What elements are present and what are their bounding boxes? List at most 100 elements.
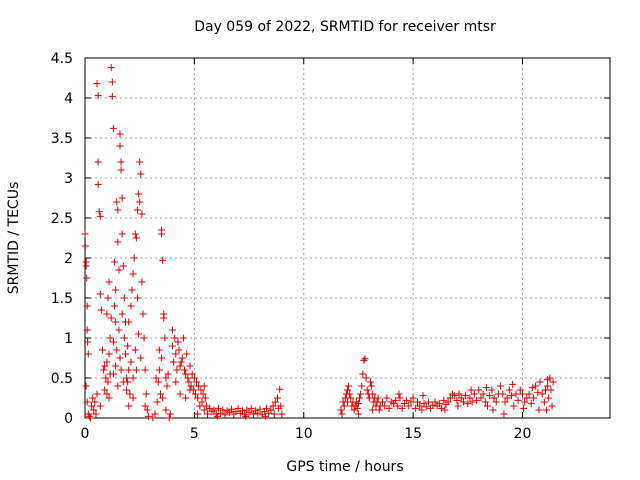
data-point	[113, 198, 121, 206]
data-point	[503, 394, 511, 402]
data-point	[488, 386, 496, 394]
data-point	[177, 358, 185, 366]
data-point	[172, 378, 180, 386]
data-point	[163, 382, 171, 390]
data-point	[276, 385, 284, 393]
data-point	[129, 374, 137, 382]
data-point	[155, 346, 163, 354]
data-point	[424, 398, 432, 406]
data-point	[519, 390, 526, 398]
data-point	[161, 334, 169, 342]
data-point	[337, 406, 345, 414]
data-point	[505, 386, 513, 394]
data-point	[200, 406, 208, 414]
data-point	[422, 403, 430, 411]
data-point	[499, 390, 507, 398]
data-point	[398, 404, 406, 412]
data-point	[179, 334, 187, 342]
data-point	[120, 294, 128, 302]
x-tick-label: 0	[81, 426, 90, 442]
y-tick-label: 0	[64, 411, 73, 427]
data-point	[101, 362, 109, 370]
y-tick-label: 1.5	[51, 291, 73, 307]
data-point	[196, 402, 204, 410]
data-point	[129, 394, 137, 402]
data-point	[170, 358, 178, 366]
data-point	[277, 402, 285, 410]
data-point	[124, 378, 132, 386]
data-point	[187, 382, 195, 390]
data-point	[466, 394, 474, 402]
data-point	[464, 400, 472, 408]
data-point	[156, 390, 164, 398]
data-point	[239, 407, 246, 415]
data-point	[213, 412, 221, 420]
data-point	[109, 124, 117, 132]
data-point	[166, 410, 174, 418]
data-point	[173, 366, 181, 374]
data-point	[247, 404, 255, 412]
y-tick-label: 2.5	[51, 211, 73, 227]
data-point	[152, 374, 160, 382]
data-point	[127, 302, 135, 310]
data-point	[124, 342, 132, 350]
data-point	[182, 370, 190, 378]
data-point	[116, 354, 124, 362]
data-point	[363, 386, 371, 394]
data-point	[383, 394, 391, 402]
data-point	[81, 230, 89, 238]
data-point	[204, 410, 211, 418]
data-point	[544, 376, 552, 384]
data-point	[138, 278, 146, 286]
data-point	[128, 286, 136, 294]
y-axis-label: SRMTID / TECUs	[6, 182, 22, 295]
data-point	[106, 334, 114, 342]
data-point	[366, 378, 374, 386]
data-point	[92, 410, 100, 418]
data-point	[360, 356, 368, 364]
x-tick-label: 15	[404, 426, 422, 442]
data-point	[346, 390, 354, 398]
data-point	[175, 346, 183, 354]
data-point	[501, 398, 509, 406]
data-point	[375, 406, 383, 414]
data-points	[81, 64, 557, 422]
data-point	[118, 230, 126, 238]
data-point	[361, 355, 369, 363]
data-point	[125, 402, 133, 410]
data-point	[497, 382, 505, 390]
data-point	[141, 402, 149, 410]
data-point	[117, 366, 125, 374]
data-point	[345, 382, 353, 390]
data-point	[545, 394, 553, 402]
data-point	[83, 326, 91, 334]
data-point	[114, 382, 122, 390]
data-point	[126, 390, 134, 398]
data-point	[261, 412, 269, 420]
y-tick-label: 0.5	[51, 371, 73, 387]
data-point	[121, 350, 129, 358]
data-point	[362, 374, 370, 382]
data-point	[549, 378, 557, 386]
data-point	[357, 390, 365, 398]
data-point	[538, 390, 546, 398]
data-point	[96, 402, 104, 410]
data-point	[114, 238, 122, 246]
data-point	[354, 410, 362, 418]
data-point	[547, 386, 555, 394]
data-point	[199, 390, 207, 398]
data-point	[271, 398, 279, 406]
data-point	[527, 400, 535, 408]
data-point	[136, 158, 144, 166]
data-point	[186, 386, 194, 394]
data-point	[407, 398, 415, 406]
data-point	[396, 394, 404, 402]
data-point	[414, 398, 421, 406]
data-point	[132, 366, 140, 374]
y-tick-label: 3.5	[51, 131, 73, 147]
data-point	[194, 410, 202, 418]
data-point	[444, 398, 452, 406]
data-point	[350, 406, 358, 414]
data-point	[186, 362, 194, 370]
